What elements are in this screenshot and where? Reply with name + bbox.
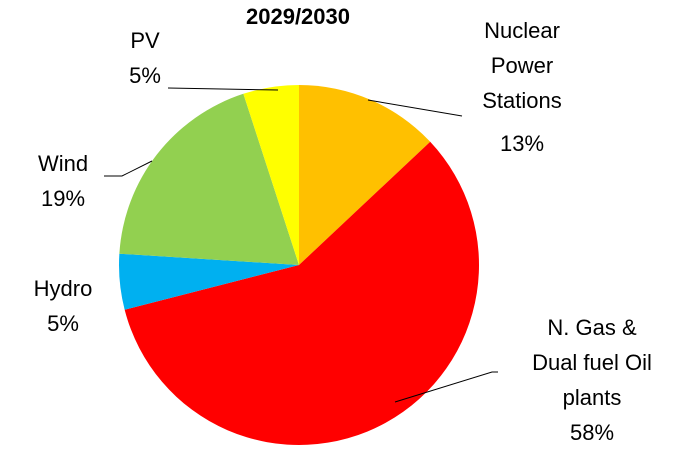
value-label: 19% [40, 186, 86, 211]
leader-line [104, 160, 153, 177]
slice-label: Nuclear Power Stations 13% [462, 13, 582, 161]
pie-slice [243, 85, 299, 265]
category-label: Nuclear Power Stations [482, 18, 562, 113]
slice-label: Hydro 5% [3, 271, 123, 341]
category-label: Wind [37, 151, 89, 176]
value-label: 5% [129, 63, 161, 88]
pie-slice [119, 253, 299, 310]
pie-slice [119, 93, 299, 265]
value-label: 5% [47, 311, 79, 336]
slice-label: N. Gas & Dual fuel Oil plants 58% [522, 310, 662, 450]
slice-label: Wind 19% [3, 146, 123, 216]
slice-label: PV 5% [105, 23, 185, 93]
category-label: PV [130, 28, 160, 53]
category-label: N. Gas & Dual fuel Oil plants [532, 315, 652, 410]
leader-line [167, 87, 279, 91]
pie-slice [124, 141, 479, 446]
pie-slice [299, 85, 431, 265]
leader-line [367, 99, 463, 117]
value-label: 13% [499, 131, 545, 156]
category-label: Hydro [33, 276, 93, 301]
value-label: 58% [569, 420, 615, 445]
leader-line [394, 371, 498, 403]
chart-title: 2029/2030 [246, 4, 350, 29]
